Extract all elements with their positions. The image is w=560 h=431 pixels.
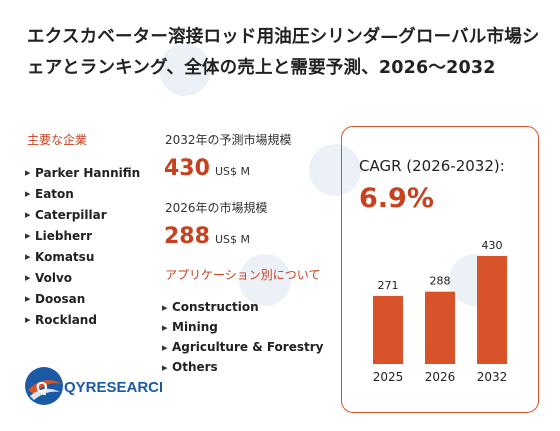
market-2032-unit: US$ M (214, 165, 250, 178)
companies-heading: 主要な企業 (27, 133, 88, 147)
company-list: ▸ Parker Hannifin ▸ Eaton ▸ Caterpillar ▸ Li… (25, 162, 140, 330)
chevron-right-icon: ▸ (25, 271, 31, 284)
watermark-logo-icon (309, 144, 361, 196)
market-2032-label: 2032年の予測市場規模 (165, 133, 292, 147)
chevron-right-icon: ▸ (25, 229, 31, 242)
bar-chart: 271 2025 288 2026 430 2032 (373, 239, 508, 384)
market-2026-number: 288 (164, 224, 210, 249)
chevron-right-icon: ▸ (162, 340, 168, 354)
cagr-label: CAGR (2026-2032): (359, 157, 505, 175)
list-item: ▸ Others (162, 360, 218, 374)
list-item: ▸ Doosan (25, 291, 86, 306)
bar-value-label: 430 (482, 239, 503, 252)
list-item: ▸ Liebherr (25, 228, 93, 243)
category-label: 2032 (477, 370, 508, 384)
bar-2025 (373, 295, 403, 364)
chevron-right-icon: ▸ (162, 320, 168, 334)
watermark-logo-icon (159, 44, 211, 96)
svg-text:QYRESEARCH: QYRESEARCH (64, 379, 162, 396)
application-list: ▸ Construction ▸ Mining ▸ Agriculture & For… (162, 297, 323, 377)
category-label: 2025 (373, 370, 404, 384)
chevron-right-icon: ▸ (25, 208, 31, 221)
cagr-panel: CAGR (2026-2032): 6.9% 271 2025 288 2026 430… (341, 126, 539, 413)
list-item: ▸ Rockland (25, 312, 97, 327)
market-2026-value: 288 US$ M (164, 224, 250, 249)
chevron-right-icon: ▸ (25, 313, 31, 326)
chevron-right-icon: ▸ (25, 292, 31, 305)
market-2026-unit: US$ M (214, 233, 250, 246)
watermark-logo-icon (239, 254, 291, 306)
svg-text:Q: Q (36, 379, 48, 396)
cagr-value: 6.9% (359, 183, 434, 214)
bar-2032 (477, 256, 507, 364)
bar-value-label: 271 (378, 279, 399, 292)
list-item: ▸ Komatsu (25, 249, 95, 264)
chevron-right-icon: ▸ (25, 187, 31, 200)
category-label: 2026 (425, 370, 456, 384)
list-item: ▸ Parker Hannifin (25, 165, 141, 180)
page-title: エクスカベーター溶接ロッド用油圧シリンダ—グローバル市場シェアとランキング、全体… (27, 27, 540, 78)
bar-value-label: 288 (430, 275, 451, 288)
list-item: ▸ Caterpillar (25, 207, 107, 222)
qyresearch-logo: Q QYRESEARCH (25, 367, 162, 405)
market-2026-label: 2026年の市場規模 (165, 201, 268, 215)
list-item: ▸ Agriculture & Forestry (162, 340, 324, 354)
market-2032-number: 430 (164, 156, 210, 181)
bar-2026 (425, 291, 455, 364)
chevron-right-icon: ▸ (25, 250, 31, 263)
market-2032-value: 430 US$ M (164, 156, 250, 181)
list-item: ▸ Construction (162, 300, 259, 314)
list-item: ▸ Volvo (25, 270, 73, 285)
list-item: ▸ Mining (162, 320, 218, 334)
chevron-right-icon: ▸ (162, 360, 168, 374)
applications-heading: アプリケーション別について (165, 268, 321, 282)
chevron-right-icon: ▸ (25, 166, 31, 179)
list-item: ▸ Eaton (25, 186, 74, 201)
chevron-right-icon: ▸ (162, 300, 168, 314)
